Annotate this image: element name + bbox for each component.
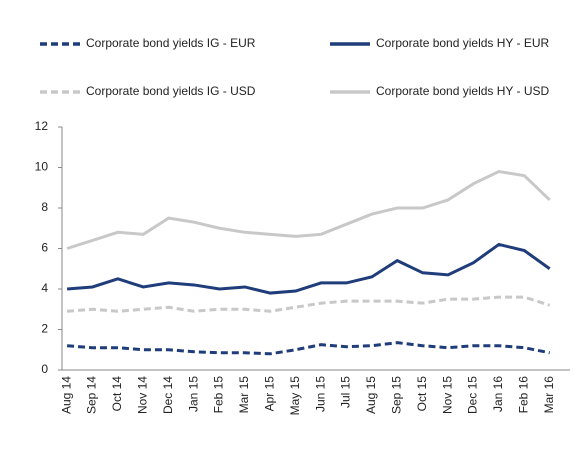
x-tick-label: Sep 14: [85, 376, 99, 414]
legend-label: Corporate bond yields HY - USD: [376, 84, 550, 98]
series-line: [66, 341, 550, 356]
x-tick-label: Aug 14: [59, 376, 73, 414]
legend-label: Corporate bond yields IG - USD: [86, 84, 256, 98]
x-tick-label: Dec 15: [466, 376, 480, 414]
x-tick-label: Nov 15: [440, 376, 454, 414]
series-line: [66, 295, 551, 313]
y-tick-label: 6: [41, 241, 48, 255]
legend-label: Corporate bond yields HY - EUR: [376, 36, 550, 50]
x-tick-label: Oct 15: [415, 376, 429, 412]
x-tick-label: Jan 15: [186, 376, 200, 412]
y-tick-label: 0: [41, 362, 48, 376]
series-line: [66, 242, 551, 295]
x-tick-label: Jun 15: [313, 376, 327, 412]
x-tick-label: May 15: [288, 376, 302, 416]
x-tick-label: Jan 16: [491, 376, 505, 412]
x-tick-label: Aug 15: [364, 376, 378, 414]
x-tick-label: Feb 15: [212, 376, 226, 414]
x-tick-label: Sep 15: [389, 376, 403, 414]
x-tick-label: Mar 16: [542, 376, 556, 414]
y-tick-label: 4: [41, 281, 48, 295]
x-tick-label: Apr 15: [262, 376, 276, 412]
y-tick-label: 12: [35, 119, 49, 133]
series-line: [66, 169, 551, 250]
y-tick-label: 8: [41, 200, 48, 214]
x-tick-label: Nov 14: [135, 376, 149, 414]
legend-label: Corporate bond yields IG - EUR: [86, 36, 256, 50]
y-tick-label: 10: [35, 160, 49, 174]
x-tick-label: Jul 15: [339, 376, 353, 408]
x-tick-label: Mar 15: [237, 376, 251, 414]
x-tick-label: Feb 16: [516, 376, 530, 414]
x-tick-label: Oct 14: [110, 376, 124, 412]
y-tick-label: 2: [41, 322, 48, 336]
x-tick-label: Dec 14: [161, 376, 175, 414]
